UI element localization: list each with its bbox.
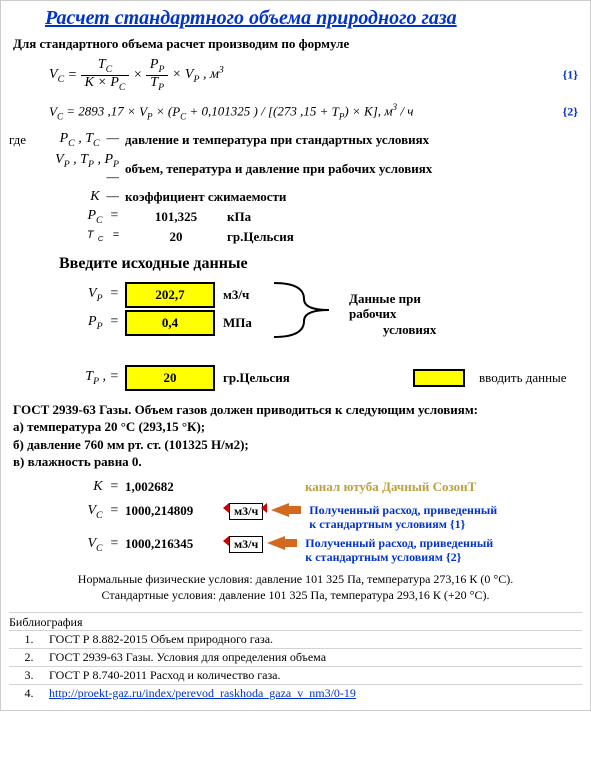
res1-a: Полученный расход, приведенный [309, 503, 497, 517]
gost-line2: а) температура 20 °С (293,15 °К); [13, 419, 205, 434]
unit-vc1: м3/ч [229, 503, 263, 520]
worksheet: Расчет стандартного объема природного га… [0, 0, 591, 711]
result-1: Полученный расход, приведенный к стандар… [309, 503, 497, 532]
arrow-stick-icon [289, 506, 301, 514]
biblio-num: 2. [9, 650, 49, 665]
note1: Нормальные физические условия: давление … [78, 572, 513, 586]
sym-k: K — [45, 189, 125, 205]
arrow-left-icon [267, 536, 285, 550]
eq1-number: {1} [563, 68, 578, 83]
sym-vp-eq: VP = [45, 286, 125, 304]
sym-tc-eq: T C = [45, 229, 125, 243]
biblio-num: 4. [9, 686, 49, 701]
unit-vc2: м3/ч [229, 536, 263, 553]
desc-k: коэффициент сжимаемости [125, 189, 286, 205]
gost-line1: ГОСТ 2939-63 Газы. Объем газов должен пр… [13, 402, 478, 417]
legend-text: вводить данные [479, 370, 567, 386]
eq2-number: {2} [563, 104, 578, 119]
sym-pc-eq: PC = [45, 208, 125, 226]
val-pc: 101,325 [131, 209, 221, 225]
val-vc1: 1000,214809 [125, 503, 225, 519]
note2: Стандартные условия: давление 101 325 Па… [102, 588, 490, 602]
brace-label: Данные при рабочих условиях [349, 291, 436, 338]
input-header: Введите исходные данные [59, 255, 582, 273]
res1-b: к стандартным условиям {1} [309, 517, 465, 531]
biblio-row: 3. ГОСТ Р 8.740-2011 Расход и количество… [9, 666, 582, 684]
formula-1-wrap: VC = TCK × PC × PPTP × VP , м3 {1} [9, 58, 578, 92]
page-title: Расчет стандартного объема природного га… [45, 7, 582, 30]
res2-a: Полученный расход, приведенный [305, 536, 493, 550]
biblio-link[interactable]: http://proekt-gaz.ru/index/perevod_raskh… [49, 686, 356, 701]
input-pp[interactable]: 0,4 [125, 310, 215, 336]
val-tc: 20 [131, 229, 221, 245]
sym-pc-tc: PC , TC — [45, 131, 125, 149]
biblio-num: 1. [9, 632, 49, 647]
def-row-k: K — коэффициент сжимаемости [9, 189, 582, 205]
row-tc-val: T C = 20 гр.Цельсия [9, 229, 582, 245]
row-pc-val: PC = 101,325 кПа [9, 208, 582, 226]
cell-marker-icon [261, 503, 267, 513]
row-pp-input: PP = 0,4 МПа [9, 310, 303, 336]
notes: Нормальные физические условия: давление … [9, 572, 582, 603]
sym-vc1-eq: VC = [45, 503, 125, 521]
where-label: где [9, 132, 45, 148]
row-vp-input: VP = 202,7 м3/ч [9, 282, 303, 308]
gost-line3: б) давление 760 мм рт. ст. (101325 Н/м2)… [13, 437, 249, 452]
biblio-text: ГОСТ 2939-63 Газы. Условия для определен… [49, 650, 326, 665]
desc-pc-tc: давление и температура при стандартных у… [125, 132, 429, 148]
gost-line4: в) влажность равна 0. [13, 454, 142, 469]
gost-block: ГОСТ 2939-63 Газы. Объем газов должен пр… [13, 401, 582, 471]
subtitle: Для стандартного объема расчет производи… [13, 36, 582, 52]
biblio-row: 2. ГОСТ 2939-63 Газы. Условия для опреде… [9, 648, 582, 666]
input-tp[interactable]: 20 [125, 365, 215, 391]
arrow-stick-icon [285, 539, 297, 547]
unit-pc: кПа [227, 209, 307, 225]
biblio-row: 1. ГОСТ Р 8.882-2015 Объем природного га… [9, 630, 582, 648]
def-row-pc-tc: где PC , TC — давление и температура при… [9, 131, 582, 149]
sym-tp-eq: TP , = [45, 369, 125, 387]
res2-b: к стандартным условиям {2} [305, 550, 461, 564]
input-vp[interactable]: 202,7 [125, 282, 215, 308]
formula-2: VC = 2893 ,17 × VP × (PC + 0,101325 ) / … [49, 102, 538, 121]
sym-k-eq: K = [45, 479, 125, 495]
brace-label-2: условиях [383, 322, 436, 337]
inputs-group: VP = 202,7 м3/ч PP = 0,4 МПа Данные при … [9, 279, 582, 357]
row-k-val: K = 1,002682 канал ютуба Дачный СозонТ [9, 479, 582, 495]
result-2: Полученный расход, приведенный к стандар… [305, 536, 493, 565]
desc-vp-tp-pp: объем, тепература и давление при рабочих… [125, 161, 432, 177]
brace-icon [269, 279, 349, 341]
val-k: 1,002682 [125, 479, 225, 495]
biblio-text: ГОСТ Р 8.740-2011 Расход и количество га… [49, 668, 281, 683]
unit-tp: гр.Цельсия [223, 370, 303, 386]
unit-tc: гр.Цельсия [227, 229, 307, 245]
row-tp-input: TP , = 20 гр.Цельсия вводить данные [9, 365, 582, 391]
biblio-header: Библиография [9, 612, 582, 630]
biblio-num: 3. [9, 668, 49, 683]
biblio-text: ГОСТ Р 8.882-2015 Объем природного газа. [49, 632, 273, 647]
sym-pp-eq: PP = [45, 314, 125, 332]
def-row-vp-tp-pp: VP , TP , PP — объем, тепература и давле… [9, 152, 582, 186]
row-vc1: VC = 1000,214809 м3/ч Полученный расход,… [9, 503, 582, 532]
formula-2-wrap: VC = 2893 ,17 × VP × (PC + 0,101325 ) / … [9, 102, 578, 121]
arrow-left-icon [271, 503, 289, 517]
sym-vc2-eq: VC = [45, 536, 125, 554]
val-vc2: 1000,216345 [125, 536, 225, 552]
sym-vp-tp-pp: VP , TP , PP — [45, 152, 125, 186]
row-vc2: VC = 1000,216345 м3/ч Полученный расход,… [9, 536, 582, 565]
biblio-row: 4. http://proekt-gaz.ru/index/perevod_ra… [9, 684, 582, 702]
brace-label-1: Данные при рабочих [349, 291, 421, 322]
formula-1: VC = TCK × PC × PPTP × VP , м3 [49, 58, 538, 92]
legend-swatch [413, 369, 465, 387]
youtube-channel: канал ютуба Дачный СозонТ [305, 479, 476, 495]
